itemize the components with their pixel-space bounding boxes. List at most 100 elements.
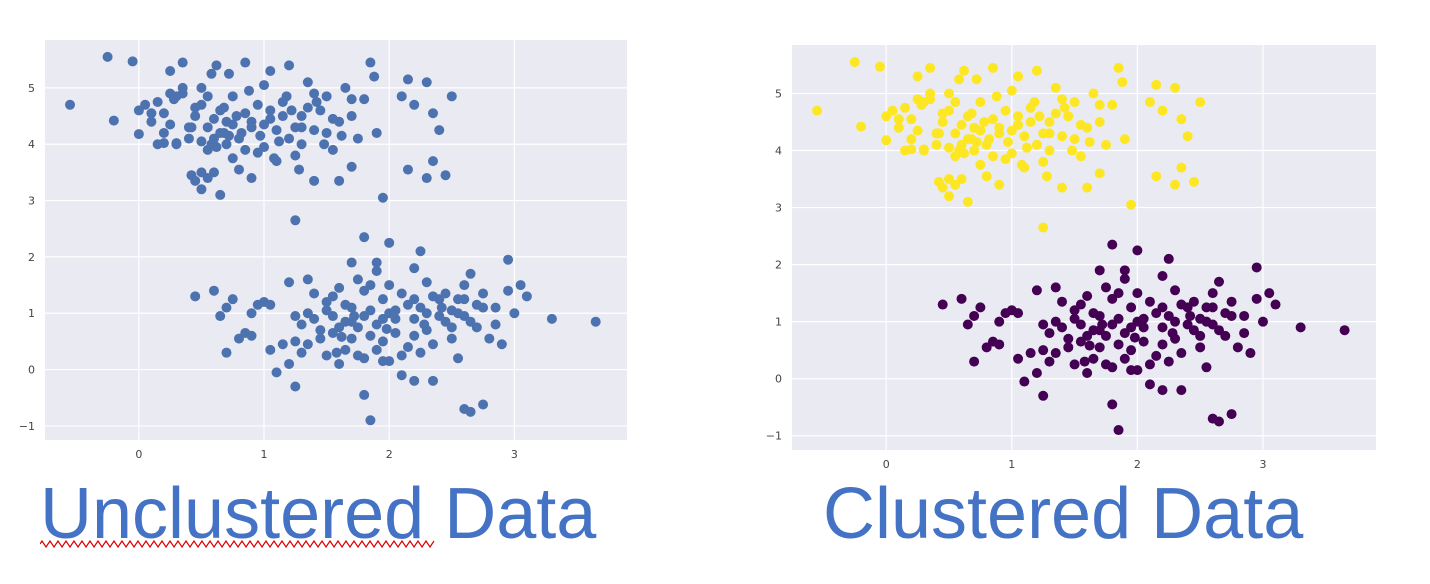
data-point — [311, 96, 322, 107]
data-point — [1063, 342, 1074, 353]
data-point — [277, 339, 288, 350]
data-point — [1126, 365, 1137, 376]
data-point — [975, 302, 986, 313]
data-point — [190, 111, 201, 122]
plot-area — [45, 40, 627, 440]
data-point — [1084, 340, 1095, 351]
x-tick-label: 3 — [511, 448, 518, 461]
data-point — [1144, 379, 1155, 390]
data-point — [271, 125, 282, 136]
data-point — [315, 333, 326, 344]
data-point — [1088, 308, 1099, 319]
data-point — [1176, 114, 1187, 125]
data-point — [1188, 176, 1199, 187]
data-point — [359, 94, 370, 105]
data-point — [1044, 117, 1055, 128]
data-point — [1013, 119, 1024, 130]
data-point — [1226, 296, 1237, 307]
data-point — [1082, 330, 1093, 341]
data-point — [1107, 239, 1118, 250]
data-point — [912, 125, 923, 136]
data-point — [265, 344, 276, 355]
data-point — [950, 97, 961, 108]
data-point — [1019, 376, 1030, 387]
data-point — [1157, 302, 1168, 313]
data-point — [186, 122, 197, 133]
data-point — [365, 305, 376, 316]
data-point — [906, 114, 917, 125]
data-point — [969, 310, 980, 321]
data-point — [975, 97, 986, 108]
data-point — [1144, 296, 1155, 307]
data-point — [994, 122, 1005, 133]
data-point — [1126, 199, 1137, 210]
data-point — [421, 173, 432, 184]
data-point — [265, 65, 276, 76]
data-point — [1239, 310, 1250, 321]
data-point — [446, 91, 457, 102]
data-point — [1044, 328, 1055, 339]
data-point — [236, 127, 247, 138]
y-tick-label: 5 — [28, 82, 35, 95]
data-point — [1063, 111, 1074, 122]
data-point — [309, 175, 320, 186]
data-point — [240, 108, 251, 119]
data-point — [206, 68, 217, 79]
x-tick-label: 3 — [1259, 458, 1266, 471]
y-tick-label: 0 — [28, 364, 35, 377]
data-point — [465, 406, 476, 417]
data-point — [994, 179, 1005, 190]
data-point — [365, 280, 376, 291]
data-point — [290, 381, 301, 392]
data-point — [309, 88, 320, 99]
data-point — [478, 302, 489, 313]
data-point — [987, 62, 998, 73]
data-point — [1126, 302, 1137, 313]
data-point — [190, 102, 201, 113]
data-point — [906, 144, 917, 155]
data-point — [208, 167, 219, 178]
data-point — [1031, 367, 1042, 378]
data-point — [893, 122, 904, 133]
data-point — [221, 347, 232, 358]
x-tick-label: 2 — [1134, 458, 1141, 471]
clustered-panel: 0 1 2 3 −1 0 1 2 3 4 5 Clustered Data — [715, 0, 1430, 584]
data-point — [962, 196, 973, 207]
y-tick-label: 4 — [28, 138, 35, 151]
data-point — [227, 91, 238, 102]
data-point — [1119, 265, 1130, 276]
data-point — [190, 291, 201, 302]
data-point — [428, 375, 438, 386]
data-point — [987, 151, 998, 162]
data-point — [371, 344, 382, 355]
x-tick-label: 2 — [386, 448, 393, 461]
data-point — [1031, 285, 1042, 296]
data-point — [1038, 390, 1049, 401]
data-point — [969, 145, 980, 156]
data-point — [1113, 288, 1124, 299]
data-point — [294, 164, 305, 175]
data-point — [521, 291, 532, 302]
data-point — [269, 153, 280, 164]
data-point — [465, 316, 476, 327]
data-point — [1157, 105, 1168, 116]
data-point — [1170, 179, 1181, 190]
data-point — [1176, 299, 1187, 310]
data-point — [352, 274, 363, 285]
data-point — [1044, 145, 1055, 156]
data-point — [1094, 265, 1105, 276]
data-point — [336, 331, 347, 342]
data-point — [281, 91, 292, 102]
data-point — [1069, 313, 1080, 324]
data-point — [1176, 385, 1187, 396]
data-point — [108, 115, 119, 126]
data-point — [319, 139, 330, 150]
data-point — [1151, 79, 1162, 90]
data-point — [133, 129, 144, 140]
data-point — [1038, 156, 1049, 167]
data-point — [340, 299, 351, 310]
unclustered-panel: 0 1 2 3 −1 0 1 2 3 4 5 Unclustered Data — [19, 40, 627, 550]
data-point — [874, 61, 885, 72]
data-point — [950, 128, 961, 139]
data-point — [956, 119, 967, 130]
